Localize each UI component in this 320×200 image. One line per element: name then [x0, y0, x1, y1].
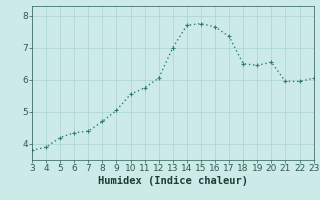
X-axis label: Humidex (Indice chaleur): Humidex (Indice chaleur)	[98, 176, 248, 186]
